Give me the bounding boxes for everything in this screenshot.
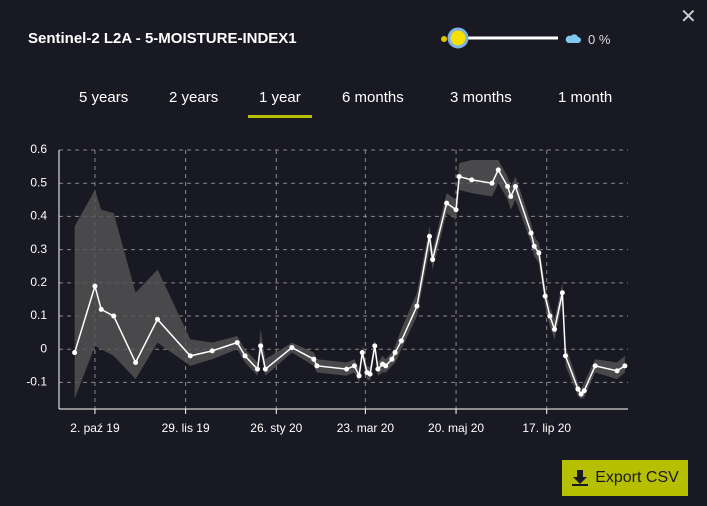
chart: 0.6 0.5 0.4 0.3 0.2 0.1 0 -0.1 2. paź 19 29. lis … [26, 142, 628, 435]
x-tick-label: 20. maj 20 [428, 421, 484, 435]
point [392, 350, 398, 356]
point [542, 293, 548, 299]
cloud-icon [565, 34, 581, 43]
export-label: Export CSV [595, 469, 679, 486]
point [578, 391, 584, 397]
point [258, 343, 264, 349]
y-tick-label: 0.4 [30, 209, 47, 223]
slider-knob[interactable] [447, 27, 469, 49]
point [562, 353, 568, 359]
tab[interactable]: 2 years [169, 89, 219, 106]
point [133, 360, 139, 366]
point [92, 283, 98, 289]
y-tick-label: 0 [40, 341, 47, 355]
point [398, 338, 404, 344]
point [255, 366, 261, 372]
point [559, 290, 565, 296]
y-tick-label: 0.2 [30, 275, 47, 289]
x-tick-label: 23. mar 20 [337, 421, 395, 435]
x-tick-label: 2. paź 19 [70, 421, 120, 435]
download-icon [572, 470, 589, 486]
point [209, 348, 215, 354]
point [430, 257, 436, 263]
point [234, 340, 240, 346]
x-tick-label: 17. lip 20 [522, 421, 571, 435]
point [367, 371, 373, 377]
point [426, 233, 432, 239]
y-tick-label: 0.1 [30, 308, 47, 322]
point [311, 356, 317, 362]
point [414, 303, 420, 309]
point [505, 184, 511, 190]
point [581, 388, 587, 394]
point [383, 363, 389, 369]
range-band [74, 159, 625, 400]
y-tick-label: 0.5 [30, 175, 47, 189]
point [111, 313, 117, 319]
point [489, 180, 495, 186]
point [453, 207, 459, 213]
point [508, 193, 514, 199]
point [359, 350, 365, 356]
point [528, 230, 534, 236]
point [592, 363, 598, 369]
tab[interactable]: 1 month [558, 89, 613, 106]
point [242, 353, 248, 359]
point [154, 316, 160, 322]
point [356, 373, 362, 379]
title: Sentinel-2 L2A - 5-MOISTURE-INDEX1 [28, 30, 297, 47]
x-tick-label: 26. sty 20 [250, 421, 302, 435]
point [344, 366, 350, 372]
sun-icon [441, 36, 447, 42]
point [372, 343, 378, 349]
close-button[interactable]: ✕ [680, 6, 697, 28]
point [289, 345, 295, 351]
point [98, 306, 104, 312]
point [444, 200, 450, 206]
cloud-slider[interactable] [436, 26, 586, 52]
point [456, 174, 462, 180]
point [495, 167, 501, 173]
tab[interactable]: 5 years [79, 89, 129, 106]
point [262, 366, 268, 372]
y-tick-label: -0.1 [26, 375, 47, 389]
point [512, 184, 518, 190]
y-tick-label: 0.3 [30, 242, 47, 256]
point [72, 350, 78, 356]
tab[interactable]: 1 year [248, 89, 312, 118]
export-button[interactable]: Export CSV [562, 460, 688, 496]
point [469, 177, 475, 183]
point [536, 250, 542, 256]
point [552, 326, 558, 332]
point [547, 313, 553, 319]
x-tick-label: 29. lis 19 [162, 421, 210, 435]
point [314, 363, 320, 369]
point [351, 363, 357, 369]
tab[interactable]: 3 months [450, 89, 512, 106]
tab[interactable]: 6 months [342, 89, 404, 106]
point [389, 356, 395, 362]
point [575, 386, 581, 392]
point [187, 353, 193, 359]
point [622, 363, 628, 369]
point [375, 366, 381, 372]
point [614, 368, 620, 374]
point [531, 243, 537, 249]
y-tick-label: 0.6 [30, 142, 47, 156]
cloud-coverage: 0 % [588, 32, 611, 47]
